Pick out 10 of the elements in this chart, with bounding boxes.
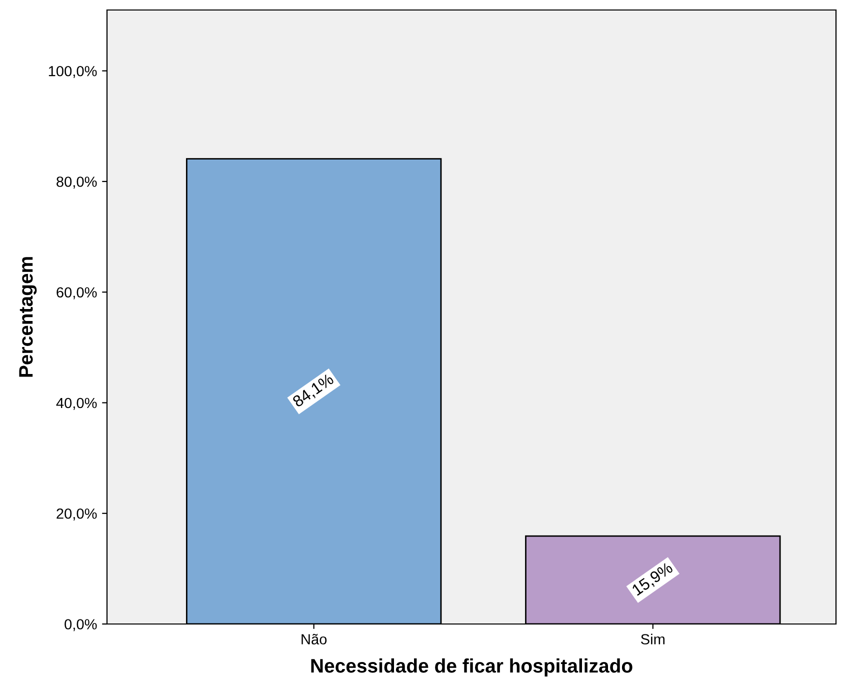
y-axis-title: Percentagem: [19, 257, 37, 377]
y-tick-label: 20,0%: [56, 508, 97, 521]
y-tick-label: 60,0%: [56, 287, 97, 300]
x-tick-label: Sim: [641, 634, 664, 644]
y-tick-label: 0,0%: [64, 619, 97, 632]
y-tick-label: 80,0%: [56, 176, 97, 189]
y-tick-label: 100,0%: [48, 66, 97, 78]
x-axis-title: Necessidade de ficar hospitalizado: [311, 658, 632, 677]
y-tick-label: 40,0%: [56, 398, 97, 410]
x-tick-label: Não: [302, 634, 327, 644]
